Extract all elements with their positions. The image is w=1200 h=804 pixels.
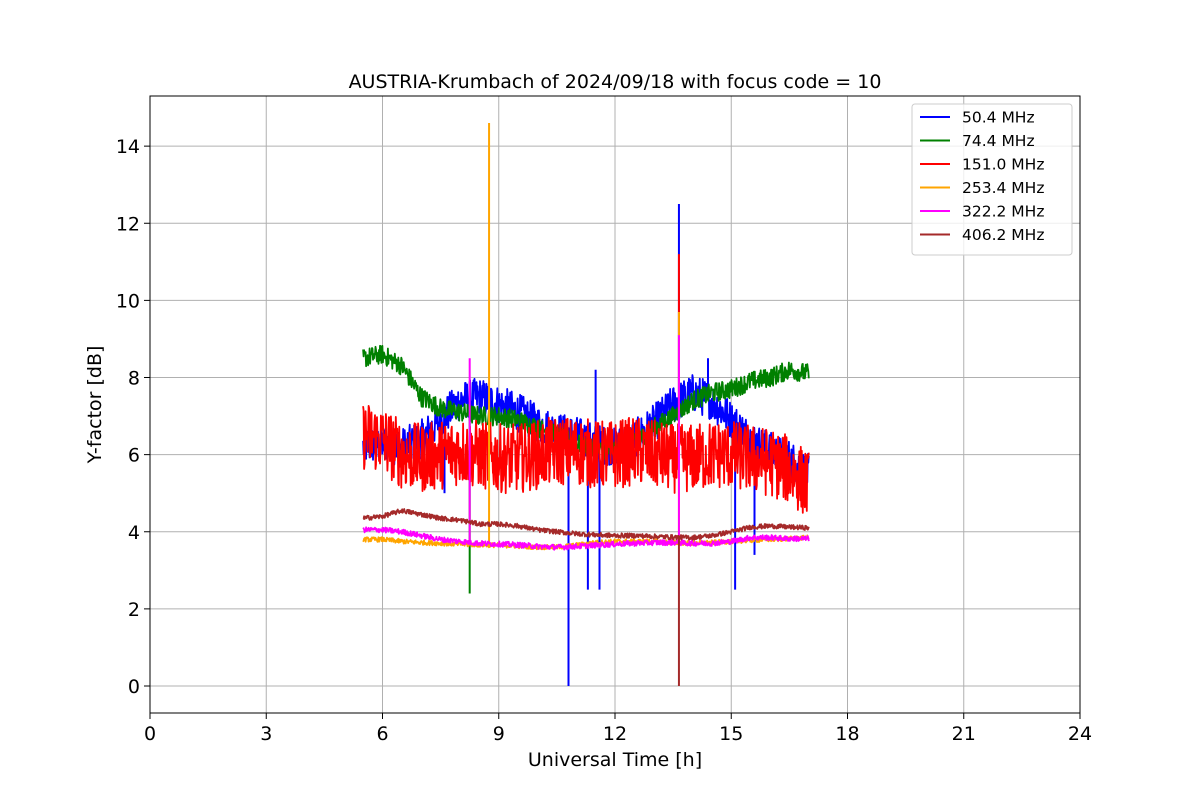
y-tick-label: 14	[116, 136, 140, 158]
series-lines	[362, 122, 810, 687]
y-tick-label: 0	[128, 676, 140, 698]
x-tick-label: 12	[603, 723, 627, 745]
series-line	[362, 526, 810, 551]
y-tick-label: 6	[128, 445, 140, 467]
x-tick-label: 6	[376, 723, 388, 745]
legend: 50.4 MHz 74.4 MHz 151.0 MHz 253.4 MHz 32…	[911, 103, 1073, 256]
legend-label: 253.4 MHz	[962, 179, 1044, 197]
series-line	[362, 405, 810, 514]
y-tick-label: 8	[128, 368, 140, 390]
y-tick-label: 10	[116, 290, 140, 312]
legend-label: 74.4 MHz	[962, 132, 1035, 150]
x-tick-label: 24	[1068, 723, 1092, 745]
y-axis-label: Y-factor [dB]	[84, 346, 106, 465]
legend-label: 322.2 MHz	[962, 203, 1044, 221]
x-tick-label: 15	[719, 723, 743, 745]
legend-label: 50.4 MHz	[962, 109, 1035, 127]
chart-title: AUSTRIA-Krumbach of 2024/09/18 with focu…	[349, 71, 882, 93]
x-tick-label: 0	[144, 723, 156, 745]
y-tick-label: 4	[128, 522, 140, 544]
x-tick-label: 9	[493, 723, 505, 745]
legend-label: 406.2 MHz	[962, 226, 1044, 244]
legend-box	[911, 103, 1073, 256]
x-tick-label: 3	[260, 723, 272, 745]
x-tick-label: 21	[952, 723, 976, 745]
legend-label: 151.0 MHz	[962, 156, 1044, 174]
series-line	[362, 344, 810, 461]
x-axis-label: Universal Time [h]	[528, 749, 702, 771]
x-tick-label: 18	[835, 723, 859, 745]
y-tick-label: 12	[116, 213, 140, 235]
y-tick-label: 2	[128, 599, 140, 621]
series-line	[362, 508, 810, 541]
